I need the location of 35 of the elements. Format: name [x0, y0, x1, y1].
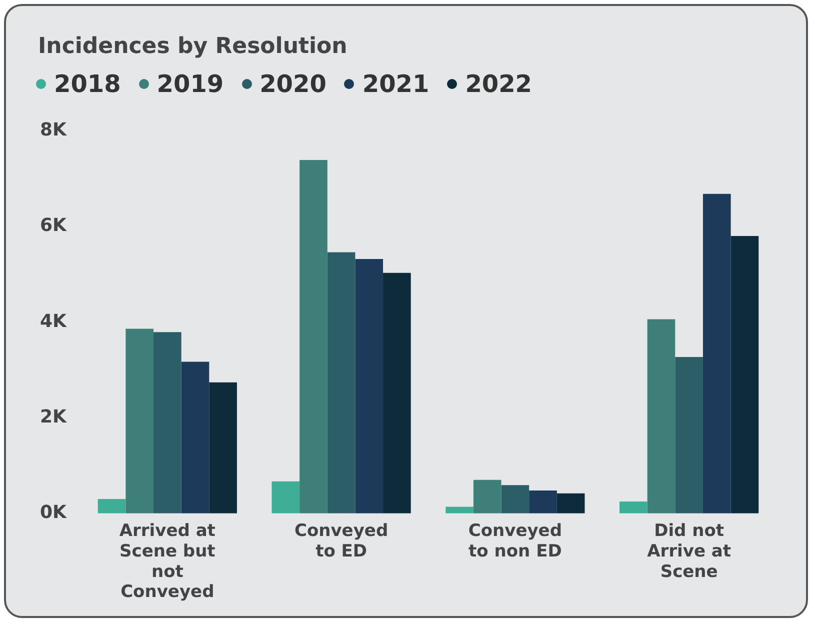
- legend-label: 2018: [54, 70, 121, 98]
- bar: [209, 382, 237, 514]
- chart-title: Incidences by Resolution: [38, 34, 348, 59]
- bar: [446, 506, 474, 514]
- bar: [501, 485, 530, 514]
- x-tick-label: Conveyed to non ED: [468, 521, 562, 562]
- bar: [473, 480, 502, 514]
- x-tick-label: Did not Arrive at Scene: [647, 521, 732, 582]
- bar: [647, 319, 676, 514]
- legend-label: 2022: [465, 70, 532, 98]
- bar: [126, 328, 154, 514]
- bar: [675, 357, 703, 514]
- bar: [98, 499, 126, 514]
- bar: [300, 160, 328, 514]
- bar: [383, 272, 411, 514]
- bar: [355, 258, 384, 514]
- y-tick-label: 8K: [40, 119, 68, 140]
- bar: [556, 493, 585, 514]
- bar: [529, 490, 557, 514]
- bar: [181, 362, 210, 514]
- y-tick-label: 0K: [40, 502, 68, 524]
- y-tick-label: 4K: [40, 310, 68, 332]
- bar: [702, 194, 731, 514]
- bar: [272, 481, 300, 514]
- bar: [730, 236, 759, 514]
- y-tick-label: 2K: [40, 406, 68, 428]
- x-tick-label: Arrived at Scene but not Conveyed: [119, 521, 216, 602]
- y-tick-label: 6K: [40, 215, 68, 236]
- bar: [154, 332, 182, 514]
- bar: [327, 252, 356, 514]
- legend-label: 2020: [260, 70, 326, 98]
- legend-label: 2019: [156, 70, 224, 98]
- bar: [620, 501, 648, 514]
- x-tick-label: Conveyed to ED: [294, 521, 388, 562]
- legend-label: 2021: [362, 70, 430, 98]
